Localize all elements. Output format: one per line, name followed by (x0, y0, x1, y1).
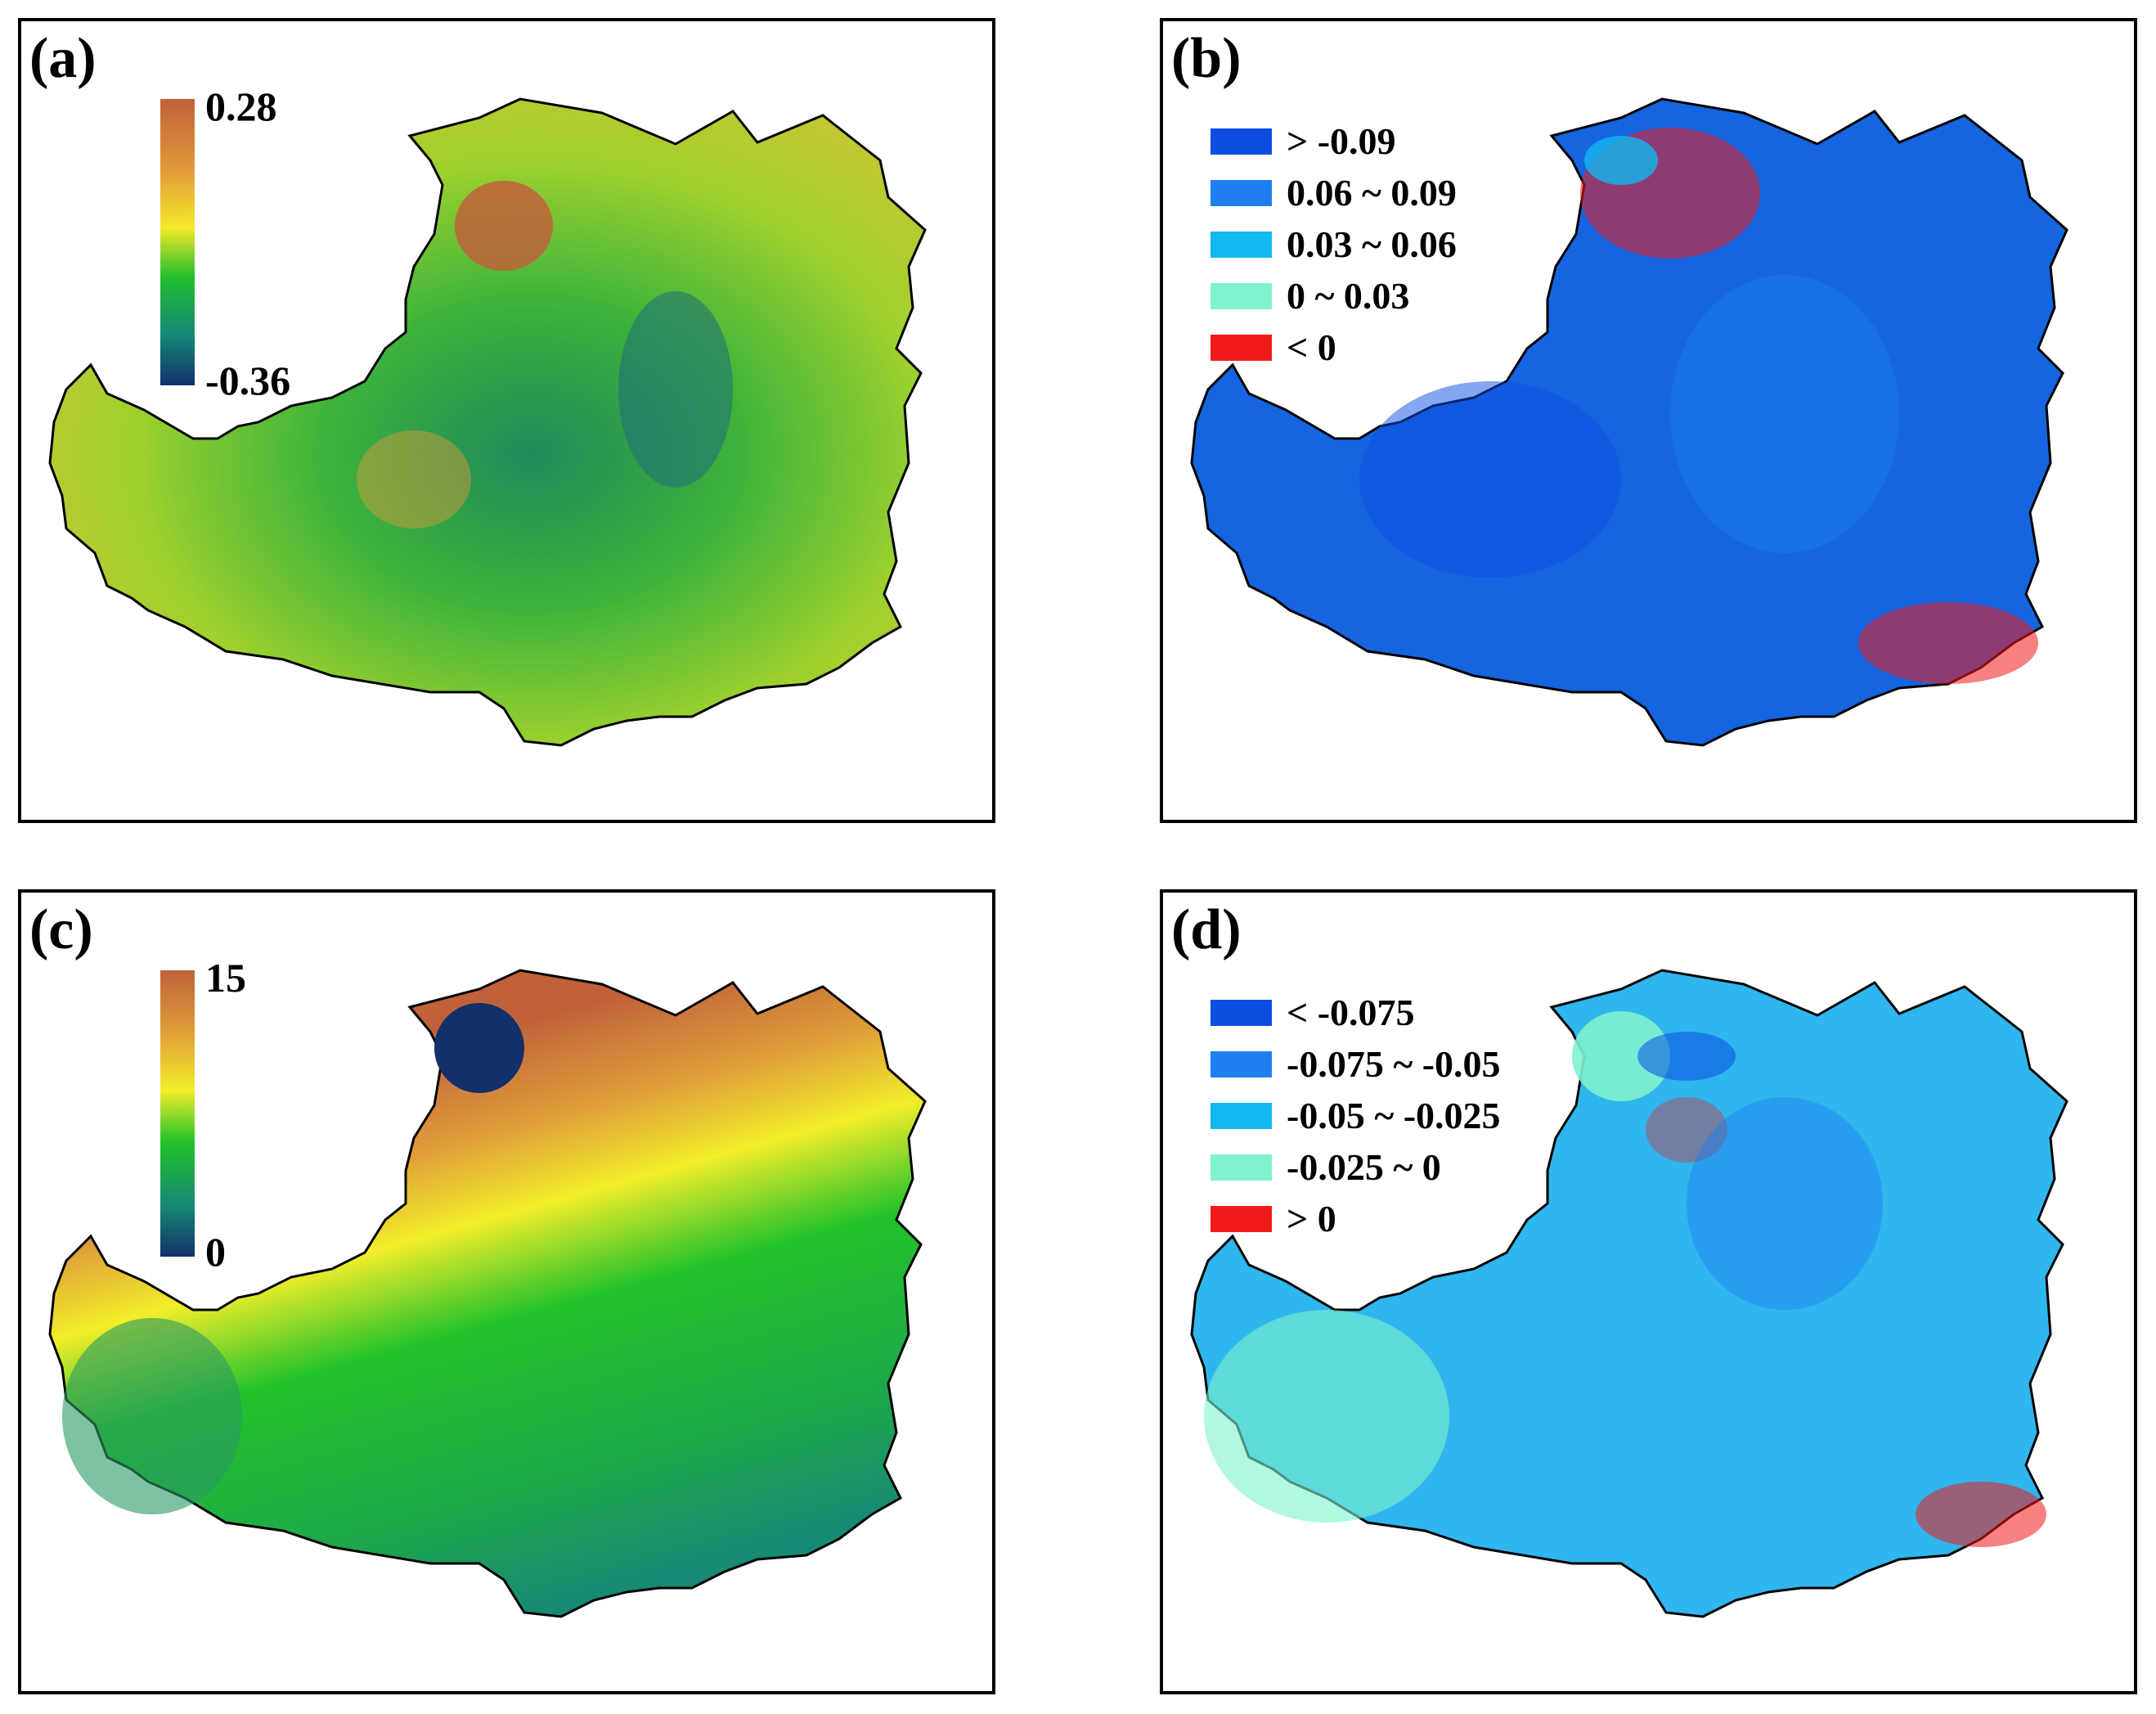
colorbar (160, 99, 195, 385)
legend-swatch (1211, 128, 1272, 155)
map-a (48, 97, 927, 747)
colorbar-max-label: 0.28 (205, 83, 277, 129)
legend-item: > -0.09 (1211, 115, 1457, 167)
legend: > -0.09 0.06 ~ 0.09 0.03 ~ 0.06 0 ~ 0.03 < 0 (1211, 115, 1457, 373)
map-d (1190, 969, 2068, 1618)
legend-label: 0.03 ~ 0.06 (1287, 223, 1457, 265)
panel-label: (c) (29, 898, 93, 961)
legend-label: -0.075 ~ -0.05 (1287, 1043, 1501, 1085)
legend-swatch (1211, 1205, 1272, 1232)
colorbar-max-label: 15 (205, 955, 246, 1001)
legend-swatch (1211, 1102, 1272, 1129)
legend-item: 0 ~ 0.03 (1211, 270, 1457, 322)
legend-label: 0 ~ 0.03 (1287, 275, 1410, 317)
colorbar-min-label: 0 (205, 1229, 226, 1275)
legend-swatch (1211, 282, 1272, 309)
legend-swatch (1211, 179, 1272, 206)
panel-label: (a) (29, 27, 97, 90)
legend-item: -0.075 ~ -0.05 (1211, 1038, 1501, 1090)
panel-d: (d) < -0.075 -0.075 ~ -0.05 -0.05 ~ -0.025… (1160, 889, 2137, 1694)
panel-a: (a) 0.28 -0.36 (18, 18, 995, 823)
legend-label: -0.025 ~ 0 (1287, 1146, 1441, 1188)
panel-c: (c) 15 0 (18, 889, 995, 1694)
legend-swatch (1211, 1154, 1272, 1181)
panel-label: (d) (1171, 898, 1242, 961)
legend-item: > 0 (1211, 1193, 1501, 1244)
legend-label: > -0.09 (1287, 120, 1396, 162)
legend-swatch (1211, 231, 1272, 258)
legend-label: > 0 (1287, 1198, 1336, 1239)
legend-swatch (1211, 334, 1272, 361)
legend-label: 0.06 ~ 0.09 (1287, 172, 1457, 214)
map-c (48, 969, 927, 1618)
legend-item: < -0.075 (1211, 987, 1501, 1038)
legend-item: 0.06 ~ 0.09 (1211, 167, 1457, 218)
legend: < -0.075 -0.075 ~ -0.05 -0.05 ~ -0.025 -0.0… (1211, 987, 1501, 1244)
legend-item: -0.025 ~ 0 (1211, 1141, 1501, 1193)
legend-item: -0.05 ~ -0.025 (1211, 1090, 1501, 1141)
legend-item: < 0 (1211, 322, 1457, 373)
legend-label: < -0.075 (1287, 992, 1415, 1033)
colorbar-min-label: -0.36 (205, 358, 291, 403)
legend-item: 0.03 ~ 0.06 (1211, 218, 1457, 270)
map-b (1190, 97, 2068, 747)
legend-swatch (1211, 999, 1272, 1026)
panel-b: (b) > -0.09 0.06 ~ 0.09 0.03 ~ 0.06 0 ~ 0.0… (1160, 18, 2137, 823)
legend-label: < 0 (1287, 326, 1336, 368)
colorbar (160, 970, 195, 1257)
legend-label: -0.05 ~ -0.025 (1287, 1095, 1501, 1136)
legend-swatch (1211, 1050, 1272, 1077)
panel-label: (b) (1171, 27, 1242, 90)
